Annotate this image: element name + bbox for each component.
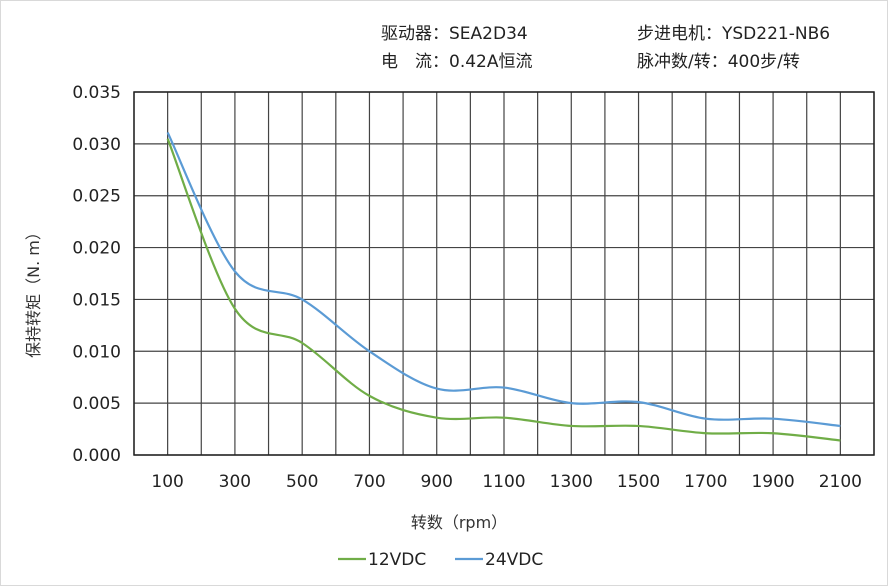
legend: 12VDC 24VDC bbox=[338, 550, 543, 570]
x-tick-label: 300 bbox=[219, 472, 251, 492]
x-tick-label: 700 bbox=[353, 472, 385, 492]
grid bbox=[133, 91, 875, 456]
x-axis-label: 转数（rpm） bbox=[411, 513, 507, 532]
x-tick-label: 1100 bbox=[482, 472, 525, 492]
x-tick-label: 900 bbox=[421, 472, 453, 492]
x-tick-label: 2100 bbox=[819, 472, 862, 492]
plot-border bbox=[133, 91, 875, 456]
x-tick-label: 1500 bbox=[617, 472, 660, 492]
series-line-24VDC bbox=[166, 131, 841, 428]
y-tick-label: 0.010 bbox=[72, 342, 121, 362]
legend-label-12VDC: 12VDC bbox=[368, 550, 426, 570]
y-tick-label: 0.005 bbox=[72, 394, 121, 414]
tick-labels: 0.000 0.005 0.010 0.015 0.020 0.025 0.030 0.035… bbox=[72, 83, 862, 492]
y-tick-label: 0.030 bbox=[72, 135, 121, 155]
x-tick-label: 100 bbox=[151, 472, 183, 492]
y-tick-label: 0.000 bbox=[72, 446, 121, 466]
y-tick-label: 0.020 bbox=[72, 239, 121, 259]
series-lines bbox=[166, 131, 841, 442]
driver-label: 驱动器：SEA2D34 bbox=[381, 24, 528, 44]
pulses-label: 脉冲数/转：400步/转 bbox=[637, 52, 800, 72]
x-tick-label: 1300 bbox=[550, 472, 593, 492]
series-line-12VDC bbox=[166, 138, 841, 442]
x-tick-label: 1700 bbox=[684, 472, 727, 492]
current-label: 电 流：0.42A恒流 bbox=[381, 52, 533, 72]
x-tick-label: 1900 bbox=[751, 472, 794, 492]
y-axis-label: 保持转矩（N. m） bbox=[24, 224, 43, 358]
motor-label: 步进电机：YSD221-NB6 bbox=[637, 24, 831, 44]
x-tick-label: 500 bbox=[286, 472, 318, 492]
y-tick-label: 0.015 bbox=[72, 290, 121, 310]
y-tick-label: 0.035 bbox=[72, 83, 121, 103]
y-tick-label: 0.025 bbox=[72, 187, 121, 207]
legend-label-24VDC: 24VDC bbox=[485, 550, 543, 570]
